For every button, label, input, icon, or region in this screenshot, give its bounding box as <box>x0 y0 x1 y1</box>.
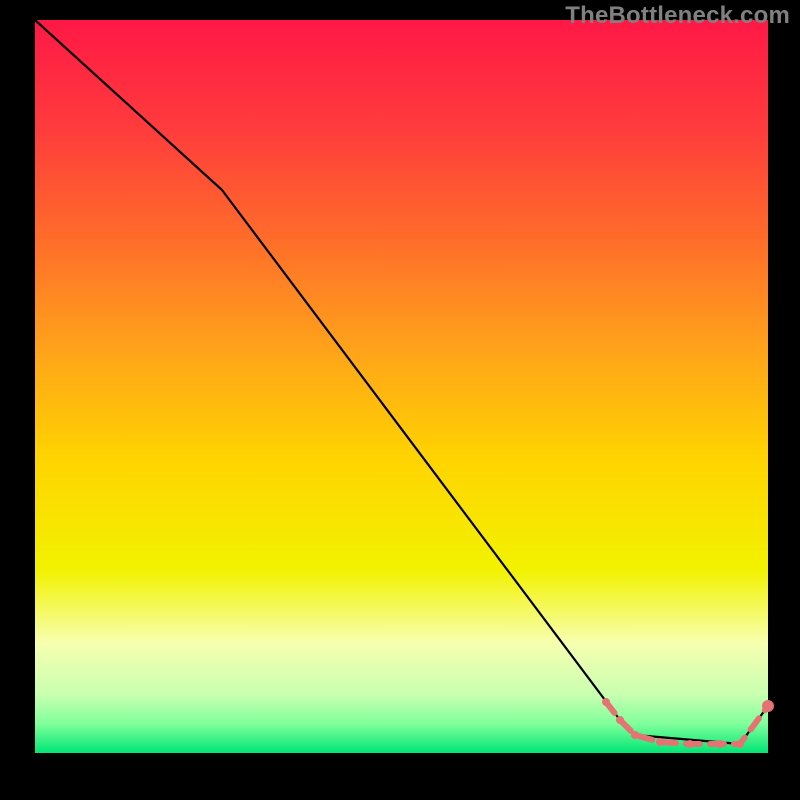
marker-point <box>602 698 610 706</box>
watermark-text: TheBottleneck.com <box>565 2 790 30</box>
marker-point <box>762 700 774 712</box>
marker-point <box>716 740 724 748</box>
marker-point <box>686 740 694 748</box>
plot-area <box>35 20 768 753</box>
chart-stage: TheBottleneck.com <box>0 0 800 800</box>
chart-svg <box>0 0 800 800</box>
marker-point <box>656 738 664 746</box>
marker-point <box>736 740 744 748</box>
marker-point <box>631 731 639 739</box>
marker-point <box>616 716 624 724</box>
